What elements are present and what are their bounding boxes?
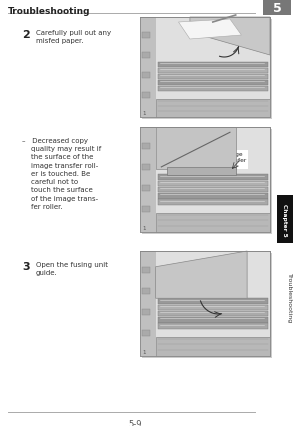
Text: Chapter 5: Chapter 5 <box>283 203 287 236</box>
Bar <box>140 18 156 118</box>
Text: Open the fusing unit
guide.: Open the fusing unit guide. <box>36 262 108 276</box>
Bar <box>158 324 268 329</box>
Text: 2: 2 <box>22 30 30 40</box>
Bar <box>142 253 272 358</box>
Bar <box>142 144 150 150</box>
Bar <box>158 305 268 310</box>
Bar <box>158 81 268 86</box>
Text: 5: 5 <box>273 2 281 14</box>
Bar <box>158 187 268 193</box>
Bar <box>142 267 150 273</box>
Bar <box>140 128 156 233</box>
Bar <box>158 63 268 68</box>
Bar <box>142 288 150 294</box>
Bar <box>142 33 150 39</box>
Polygon shape <box>156 128 236 170</box>
Text: 1: 1 <box>142 349 146 354</box>
Bar <box>156 251 270 356</box>
Bar <box>167 167 236 176</box>
Bar <box>142 130 272 234</box>
Bar <box>156 213 270 233</box>
Bar <box>158 200 268 205</box>
Bar <box>158 175 268 180</box>
Bar <box>158 69 268 74</box>
Text: –   Decreased copy
    quality may result if
    the surface of the
    image tr: – Decreased copy quality may result if t… <box>22 138 101 210</box>
Text: Troubleshooting: Troubleshooting <box>8 7 91 16</box>
Bar <box>158 317 268 323</box>
Bar <box>142 185 150 192</box>
Text: 1: 1 <box>142 111 146 116</box>
Text: 5-9: 5-9 <box>128 419 142 426</box>
Bar <box>142 93 150 99</box>
Polygon shape <box>190 18 270 56</box>
Bar <box>158 311 268 317</box>
Bar <box>158 75 268 80</box>
Text: 1: 1 <box>142 225 146 230</box>
Bar <box>156 337 270 356</box>
Bar <box>140 251 270 356</box>
Bar <box>158 181 268 187</box>
Text: Image
transfer
roller: Image transfer roller <box>224 152 247 169</box>
Bar <box>142 330 150 336</box>
Bar <box>142 53 150 59</box>
Bar <box>158 87 268 92</box>
Bar <box>156 128 270 233</box>
Text: Troubleshooting: Troubleshooting <box>286 272 292 322</box>
Bar <box>156 18 270 118</box>
Bar <box>158 194 268 199</box>
Bar <box>142 20 272 120</box>
Bar <box>263 0 291 16</box>
Bar <box>140 251 156 356</box>
Polygon shape <box>178 20 242 40</box>
Bar <box>142 309 150 315</box>
Bar <box>277 196 293 243</box>
Bar <box>142 73 150 79</box>
Bar <box>142 164 150 171</box>
Bar <box>156 100 270 118</box>
Bar <box>140 128 270 233</box>
Bar <box>142 206 150 213</box>
Bar <box>140 18 270 118</box>
Polygon shape <box>156 251 247 299</box>
Text: 3: 3 <box>22 262 30 271</box>
Text: Carefully pull out any
misfed paper.: Carefully pull out any misfed paper. <box>36 30 111 44</box>
Bar <box>158 299 268 304</box>
